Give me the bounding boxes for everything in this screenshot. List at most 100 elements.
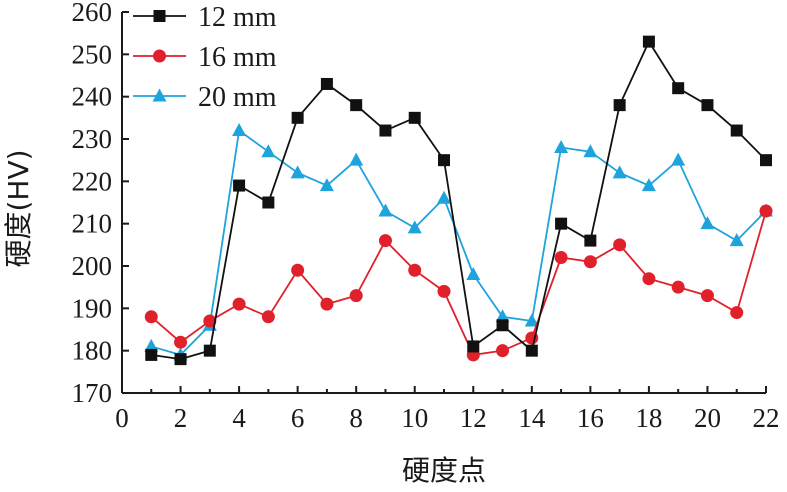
data-point	[437, 284, 451, 298]
data-point	[378, 234, 392, 248]
data-point	[700, 289, 714, 303]
legend-item: 20 mm	[133, 82, 277, 113]
x-tick-label: 0	[115, 403, 129, 433]
y-tick-label: 240	[72, 82, 113, 112]
data-point	[233, 179, 246, 192]
y-tick-label: 180	[72, 336, 113, 366]
data-point	[408, 263, 422, 277]
data-point	[700, 216, 715, 230]
data-point	[642, 35, 655, 48]
data-point	[261, 144, 276, 158]
legend-marker	[152, 88, 167, 102]
data-point	[466, 266, 481, 280]
legend: 12 mm 16 mm 20 mm	[133, 2, 277, 113]
data-point	[612, 165, 627, 179]
legend-item: 12 mm	[133, 2, 277, 33]
data-point	[701, 99, 714, 112]
series-line	[151, 39, 767, 361]
data-point	[437, 190, 451, 204]
data-point	[760, 154, 772, 167]
data-point	[467, 340, 480, 353]
x-axis-title: 硬度点	[402, 454, 486, 487]
legend-label: 16 mm	[198, 42, 277, 73]
y-tick-label: 210	[72, 209, 113, 239]
x-tick-label: 4	[232, 403, 246, 433]
data-point	[759, 204, 773, 218]
data-point	[378, 203, 393, 217]
data-point	[496, 344, 510, 358]
data-point	[730, 306, 744, 320]
data-point	[319, 178, 334, 192]
y-tick-label: 170	[72, 378, 113, 408]
data-point	[438, 154, 450, 167]
data-point	[174, 335, 188, 349]
y-tick-label: 260	[72, 0, 113, 27]
series-square	[145, 35, 772, 366]
data-point	[320, 297, 334, 311]
y-tick-label: 190	[72, 293, 113, 323]
data-point	[641, 178, 656, 192]
data-point	[524, 313, 539, 327]
data-point	[672, 82, 685, 95]
data-point	[379, 124, 392, 137]
legend-marker	[153, 10, 166, 22]
data-point	[730, 124, 743, 137]
y-tick-label: 220	[72, 166, 113, 196]
x-tick-label: 2	[174, 403, 188, 433]
x-tick-label: 20	[694, 403, 721, 433]
data-point	[671, 152, 686, 166]
data-point	[729, 233, 744, 247]
x-tick-label: 16	[577, 403, 604, 433]
data-point	[291, 111, 304, 124]
data-point	[290, 165, 305, 179]
data-point	[583, 255, 597, 269]
x-tick-label: 22	[753, 403, 780, 433]
data-point	[291, 263, 305, 277]
data-point	[350, 99, 363, 112]
data-point	[349, 152, 364, 166]
y-tick-label: 250	[72, 39, 113, 69]
data-point	[671, 280, 685, 294]
data-point	[554, 139, 569, 153]
data-point	[554, 251, 568, 265]
axes: 170 180 190 200 210 220 230 240 250 260 0 2 4 6 8 10 12 1…	[72, 0, 780, 433]
data-point	[232, 123, 247, 137]
data-point	[349, 289, 363, 303]
data-point	[203, 344, 216, 357]
data-point	[174, 353, 187, 366]
data-point	[145, 348, 158, 361]
y-axis-title: 硬度(HV)	[2, 149, 35, 267]
x-tick-label: 14	[518, 403, 546, 433]
data-point	[525, 344, 538, 357]
x-tick-label: 10	[401, 403, 428, 433]
data-point	[613, 238, 627, 252]
legend-item: 16 mm	[133, 42, 277, 73]
legend-label: 12 mm	[198, 2, 277, 33]
data-point	[408, 111, 421, 124]
x-tick-label: 8	[349, 403, 363, 433]
x-tick-label: 12	[460, 403, 487, 433]
data-point	[495, 309, 510, 323]
series-circle	[144, 204, 773, 362]
data-point	[320, 77, 333, 90]
legend-label: 20 mm	[198, 82, 277, 113]
data-point	[584, 234, 597, 247]
data-point	[613, 99, 626, 112]
series-line	[150, 210, 767, 356]
y-tick-label: 200	[72, 251, 113, 281]
data-point	[144, 310, 158, 324]
series-layer	[144, 35, 773, 366]
data-point	[555, 217, 568, 230]
data-point	[583, 144, 598, 158]
data-point	[261, 310, 275, 324]
data-point	[642, 272, 656, 286]
data-point	[232, 297, 246, 311]
legend-marker	[153, 49, 166, 63]
series-line	[151, 128, 767, 356]
data-point	[144, 338, 159, 352]
x-tick-label: 18	[635, 403, 662, 433]
x-tick-label: 6	[291, 403, 305, 433]
data-point	[262, 196, 275, 209]
